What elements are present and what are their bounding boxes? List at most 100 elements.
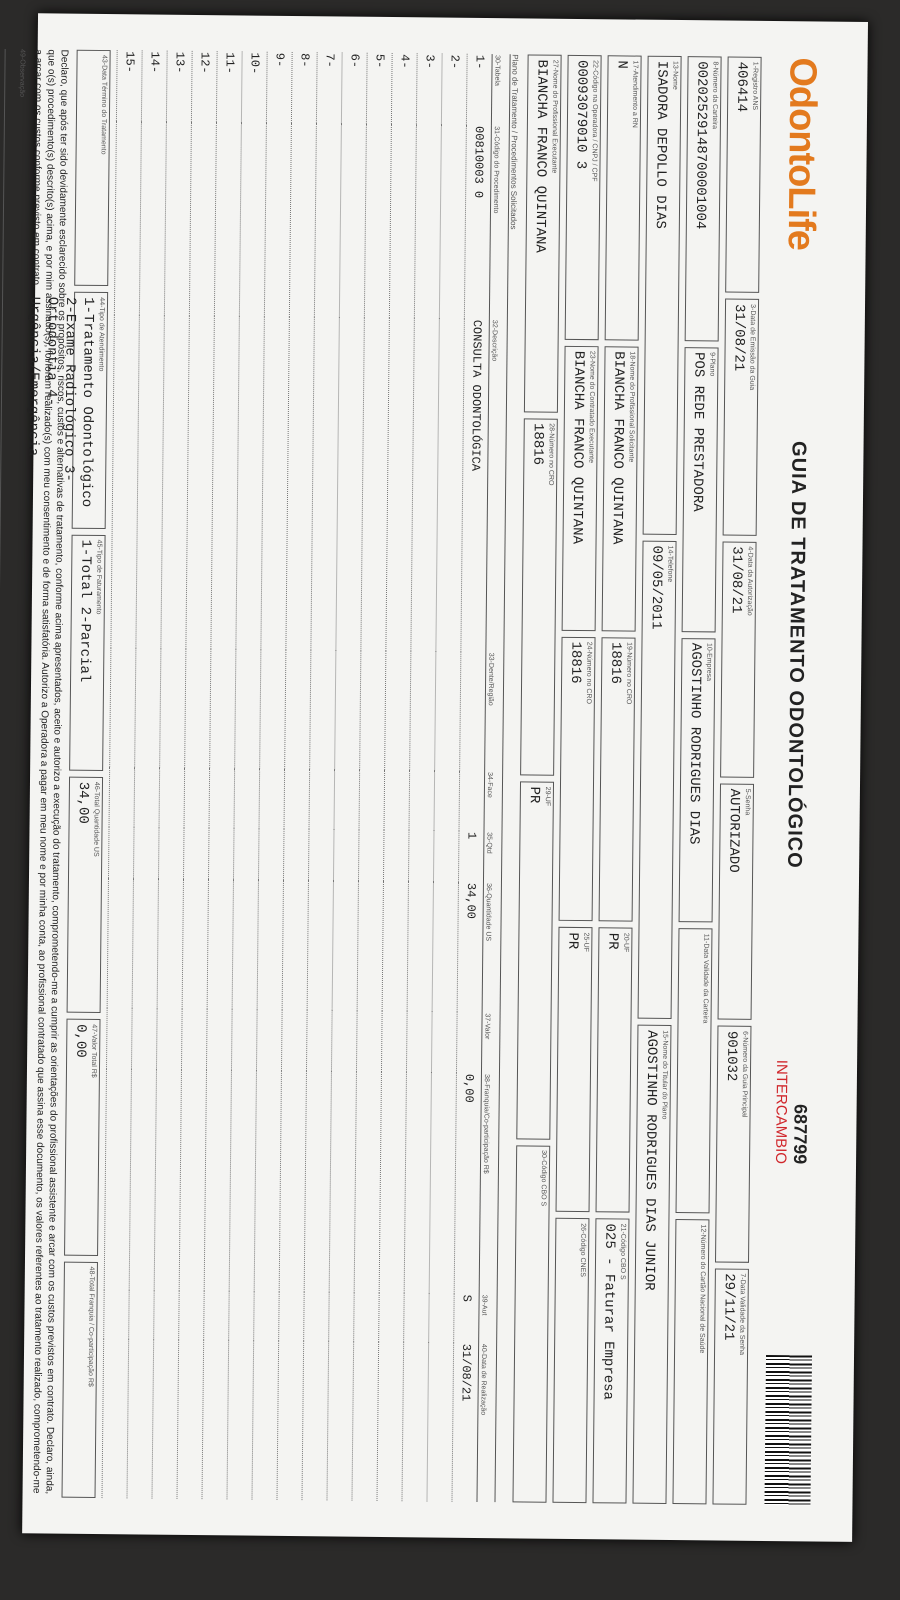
field: 3-Data de Emissão da Guia 31/08/21 bbox=[722, 298, 760, 536]
field-label: 20-UF bbox=[622, 932, 630, 953]
field-label: 19-Número no CRO bbox=[624, 642, 633, 705]
cell bbox=[439, 124, 467, 319]
field: 8-Número da Carteira 00202529148700001004 bbox=[684, 56, 722, 342]
cell bbox=[203, 1290, 230, 1341]
cell bbox=[151, 1339, 179, 1499]
row-number: 3- bbox=[416, 53, 443, 125]
header: OdontoLife GUIA DE TRATAMENTO ODONTOLÓGI… bbox=[752, 57, 837, 1506]
field-value: POS REDE PRESTADORA bbox=[688, 351, 707, 512]
cell bbox=[176, 1339, 204, 1500]
cell: 1- bbox=[466, 53, 493, 126]
field-value: AUTORIZADO bbox=[725, 788, 742, 873]
cell bbox=[434, 651, 461, 771]
field-label: 1-Registro ANS bbox=[751, 61, 759, 111]
cell bbox=[128, 1290, 155, 1340]
cell bbox=[110, 314, 140, 649]
cell bbox=[228, 1291, 255, 1341]
field-value: 1-Total 2-Parcial bbox=[76, 539, 94, 683]
column-header: 30-Tabela bbox=[491, 54, 502, 126]
field: 18-Nome do Profissional Solicitante BIANC… bbox=[601, 346, 639, 632]
field: 5-Senha AUTORIZADO bbox=[717, 783, 755, 1021]
cell bbox=[256, 1009, 283, 1071]
cell bbox=[253, 1291, 280, 1341]
field: 13-Nome ISADORA DEPOLLO DIAS bbox=[642, 55, 682, 535]
field-value: BIANCHA FRANCO QUINTANA bbox=[531, 59, 550, 253]
cell: 34,00 bbox=[457, 881, 484, 1013]
cell bbox=[258, 828, 285, 880]
cell bbox=[281, 1010, 308, 1072]
row-number: 13- bbox=[166, 50, 193, 123]
field-label: 26-Código CNES bbox=[578, 1223, 587, 1278]
field: 11-Data Validade da Carteira bbox=[675, 928, 713, 1214]
cell bbox=[432, 881, 459, 1013]
cell bbox=[385, 317, 415, 651]
field: 10-Empresa AGOSTINHO RODRIGUES DIAS bbox=[678, 637, 716, 923]
cell: S bbox=[453, 1293, 480, 1343]
field-value: PR bbox=[525, 786, 542, 804]
fields: 1-Registro ANS 406414 3-Data de Emissão da… bbox=[512, 54, 762, 1505]
field-value: 18816 bbox=[529, 422, 546, 466]
cell bbox=[109, 647, 136, 768]
cell bbox=[358, 829, 385, 881]
cell bbox=[339, 123, 367, 318]
field: 15-Nome do Titular do Plano AGOSTINHO ROD… bbox=[632, 1024, 672, 1504]
cell bbox=[229, 1070, 257, 1292]
cell bbox=[114, 121, 142, 316]
cell bbox=[234, 768, 260, 829]
field: 6-Número da Guia Principal 901032 bbox=[715, 1025, 752, 1263]
row-number: 11- bbox=[216, 51, 243, 123]
cell bbox=[254, 1070, 282, 1292]
cell bbox=[459, 770, 485, 832]
cell bbox=[234, 649, 261, 769]
field: 22-Código na Operadora / CNPJ / CPF 00093… bbox=[564, 54, 602, 340]
barcode bbox=[764, 1355, 813, 1506]
cell bbox=[389, 124, 417, 319]
cell bbox=[184, 767, 210, 829]
cell bbox=[382, 880, 409, 1012]
field-value: BIANCHA FRANCO QUINTANA bbox=[608, 351, 627, 545]
cell bbox=[384, 770, 410, 831]
cell: 31/08/21 bbox=[451, 1342, 479, 1502]
field: 24-Número no CRO 18816 bbox=[558, 636, 596, 922]
field-value: 18816 bbox=[567, 641, 584, 684]
cell bbox=[328, 1292, 355, 1342]
row-number: 10- bbox=[241, 51, 268, 123]
cell bbox=[181, 1009, 208, 1071]
field-label: 28-Número no CRO bbox=[547, 423, 555, 486]
cell bbox=[314, 123, 342, 318]
field-value: 0,00 bbox=[72, 1024, 89, 1058]
field-label: 6-Número da Guia Principal bbox=[740, 1031, 749, 1118]
cell bbox=[182, 878, 209, 1010]
cell bbox=[133, 827, 160, 879]
cell bbox=[285, 316, 315, 650]
cell bbox=[185, 315, 215, 649]
field-label: 30-Código CBO S bbox=[539, 1150, 548, 1207]
cell bbox=[353, 1292, 380, 1342]
cell bbox=[331, 1010, 358, 1072]
field: 20-UF PR bbox=[595, 927, 633, 1213]
cell bbox=[135, 315, 165, 649]
row-number: 2- bbox=[441, 53, 468, 125]
cell bbox=[334, 650, 361, 770]
cell bbox=[309, 769, 335, 830]
cell bbox=[429, 1072, 457, 1294]
cell bbox=[333, 829, 360, 881]
field: 21-Código CBO S 025 - Faturar Empresa bbox=[592, 1218, 630, 1504]
cell bbox=[183, 828, 210, 880]
field-value: 31/08/21 bbox=[727, 546, 745, 614]
cell bbox=[283, 829, 310, 881]
cell bbox=[435, 318, 465, 652]
field-value: PR bbox=[604, 932, 621, 950]
field-label: 17-Atendimento a RN bbox=[630, 60, 639, 128]
procedures-table: 30-Tabela 31-Código do Procedimento 32-Des… bbox=[102, 50, 502, 1503]
cell bbox=[158, 827, 185, 879]
field: 7-Data Validade da Senha 29/11/21 bbox=[712, 1268, 749, 1505]
cell bbox=[354, 1071, 382, 1293]
cell bbox=[139, 121, 167, 316]
cell bbox=[153, 1290, 180, 1340]
cell bbox=[184, 648, 211, 769]
cell bbox=[401, 1342, 429, 1502]
cell bbox=[407, 881, 434, 1012]
cell bbox=[233, 828, 260, 880]
